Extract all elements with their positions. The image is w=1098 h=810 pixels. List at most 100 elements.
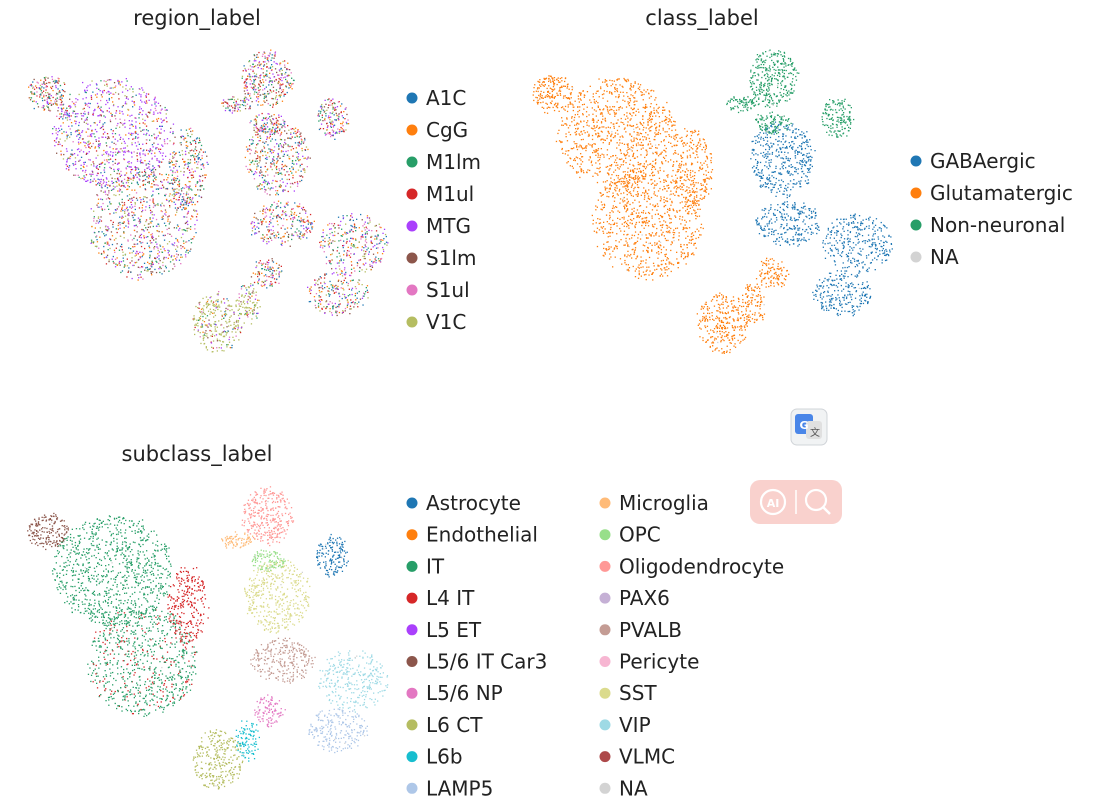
scatter-point bbox=[123, 221, 125, 223]
scatter-point bbox=[595, 100, 597, 102]
scatter-point bbox=[166, 199, 168, 201]
scatter-point bbox=[91, 130, 93, 132]
scatter-point bbox=[244, 295, 246, 297]
scatter-point bbox=[124, 151, 126, 154]
scatter-point bbox=[148, 150, 150, 152]
scatter-point bbox=[202, 337, 204, 340]
scatter-point bbox=[284, 66, 286, 68]
scatter-point bbox=[250, 276, 253, 278]
scatter-point bbox=[354, 270, 356, 272]
scatter-point bbox=[258, 227, 260, 229]
scatter-point bbox=[151, 236, 153, 238]
scatter-point bbox=[333, 107, 335, 109]
scatter-point bbox=[244, 156, 246, 159]
scatter-point bbox=[282, 190, 284, 193]
scatter-point bbox=[189, 162, 191, 164]
scatter-point bbox=[266, 234, 268, 236]
scatter-point bbox=[197, 322, 199, 324]
scatter-point bbox=[368, 217, 371, 219]
scatter-point bbox=[227, 344, 229, 346]
scatter-point bbox=[90, 164, 92, 166]
scatter-point bbox=[154, 96, 156, 98]
scatter-point bbox=[205, 317, 207, 319]
scatter-point bbox=[104, 185, 106, 187]
scatter-point bbox=[325, 103, 327, 105]
scatter-point bbox=[119, 122, 122, 124]
scatter-point bbox=[267, 187, 270, 189]
scatter-point bbox=[193, 315, 195, 317]
scatter-point bbox=[341, 272, 343, 274]
scatter-point bbox=[142, 175, 144, 177]
scatter-point bbox=[158, 131, 160, 133]
scatter-point bbox=[257, 93, 259, 95]
scatter-point bbox=[90, 181, 92, 183]
scatter-point bbox=[270, 267, 272, 270]
scatter-point bbox=[258, 83, 260, 85]
scatter-point bbox=[205, 347, 207, 349]
scatter-point bbox=[597, 148, 600, 150]
scatter-point bbox=[621, 85, 623, 87]
scatter-point bbox=[241, 75, 244, 77]
scatter-point bbox=[313, 220, 315, 222]
scatter-point bbox=[151, 158, 153, 160]
scatter-point bbox=[261, 55, 264, 57]
scatter-point bbox=[650, 113, 652, 116]
scatter-point bbox=[352, 231, 354, 233]
scatter-point bbox=[62, 118, 64, 120]
scatter-point bbox=[245, 85, 247, 87]
scatter-point bbox=[110, 167, 112, 170]
scatter-point bbox=[226, 298, 228, 300]
scatter-point bbox=[650, 143, 652, 145]
scatter-point bbox=[173, 190, 175, 192]
scatter-point bbox=[123, 154, 125, 156]
scatter-point bbox=[286, 81, 288, 83]
scatter-point bbox=[161, 161, 163, 163]
legend-marker bbox=[406, 284, 418, 296]
scatter-point bbox=[141, 87, 143, 89]
scatter-point bbox=[270, 274, 272, 276]
scatter-point bbox=[266, 261, 268, 263]
scatter-point bbox=[349, 274, 351, 277]
scatter-point bbox=[588, 114, 590, 116]
scatter-point bbox=[200, 144, 203, 147]
scatter-point bbox=[115, 194, 117, 197]
scatter-point bbox=[66, 134, 68, 136]
scatter-point bbox=[128, 247, 130, 249]
scatter-point bbox=[625, 106, 628, 108]
scatter-point bbox=[591, 145, 593, 147]
scatter-point bbox=[332, 308, 334, 310]
scatter-point bbox=[281, 242, 283, 244]
scatter-point bbox=[377, 247, 379, 249]
scatter-point bbox=[128, 162, 130, 165]
scatter-point bbox=[153, 180, 155, 183]
scatter-point bbox=[279, 134, 281, 137]
scatter-point bbox=[124, 264, 126, 266]
scatter-point bbox=[244, 67, 246, 70]
scatter-point bbox=[333, 114, 335, 116]
scatter-point bbox=[349, 294, 351, 296]
scatter-point bbox=[326, 306, 328, 308]
scatter-point bbox=[195, 146, 197, 148]
scatter-point bbox=[190, 201, 192, 203]
scatter-point bbox=[344, 274, 346, 276]
scatter-point bbox=[96, 245, 98, 247]
scatter-point bbox=[59, 96, 61, 98]
scatter-point bbox=[267, 54, 269, 57]
scatter-point bbox=[271, 69, 273, 71]
scatter-point bbox=[337, 232, 339, 235]
scatter-point bbox=[272, 225, 274, 228]
scatter-point bbox=[370, 248, 372, 250]
scatter-point bbox=[159, 245, 162, 247]
scatter-point bbox=[240, 305, 242, 307]
scatter-point bbox=[207, 299, 209, 301]
scatter-point bbox=[136, 167, 138, 169]
scatter-point bbox=[199, 141, 201, 143]
scatter-point bbox=[246, 313, 248, 316]
scatter-point bbox=[253, 225, 256, 227]
scatter-point bbox=[302, 233, 304, 235]
scatter-point bbox=[244, 101, 246, 104]
scatter-point bbox=[248, 171, 250, 173]
scatter-point bbox=[297, 183, 299, 185]
scatter-point bbox=[245, 70, 247, 72]
legend-marker bbox=[406, 252, 418, 264]
